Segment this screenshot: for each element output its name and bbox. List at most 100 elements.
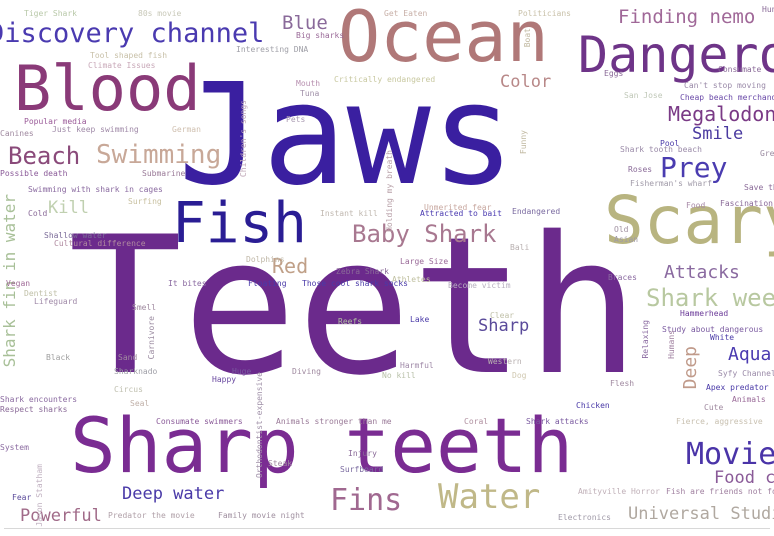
word-asian: Asian: [614, 235, 639, 244]
word-orthodontist-expensive: Orthodontist-expensive: [255, 372, 264, 478]
word-hunt: Hunt: [762, 5, 774, 14]
word-western: Western: [488, 357, 522, 366]
word-carnivore: Carnivore: [147, 316, 156, 360]
word-roses: Roses: [628, 165, 653, 174]
word-attracted-to-bait: Attracted to bait: [420, 209, 502, 218]
word-fisherman-s-wharf: Fisherman's wharf: [630, 179, 712, 188]
word-no-kill: No kill: [382, 371, 416, 380]
word-instant-kill: Instant kill: [320, 209, 378, 218]
word-vegan: Vegan: [6, 279, 31, 288]
word-jason-statham: Jason Statham: [35, 464, 44, 527]
word-diving: Diving: [292, 367, 321, 376]
word-circus: Circus: [114, 385, 143, 394]
word-politicians: Politicians: [518, 9, 571, 18]
word-surfing: Surfing: [128, 197, 162, 206]
word-zebra-shark: Zebra Shark: [336, 267, 389, 276]
word-food: Food: [686, 201, 706, 210]
word-shark-tooth-beach: Shark tooth beach: [620, 145, 702, 154]
word-submarine: Submarine: [142, 169, 186, 178]
word-cheap-beach-merchandise: Cheap beach merchandise: [680, 93, 774, 102]
word-beach: Beach: [8, 142, 81, 170]
word-tool-shaped-fish: Tool shaped fish: [90, 51, 168, 60]
word-finding-nemo: Finding nemo: [618, 6, 756, 28]
word-swimming-with-shark-in-cages: Swimming with shark in cages: [28, 185, 163, 194]
word-consumate-swimmers: Consumate swimmers: [156, 417, 243, 426]
word-boat: Boat: [523, 28, 532, 48]
word-animals-stronger-than-me: Animals stronger than me: [276, 417, 392, 426]
word-red: Red: [272, 254, 309, 278]
word-swimming: Swimming: [96, 140, 222, 170]
word-blood: Blood: [14, 52, 201, 125]
word-animals: Animals: [732, 395, 766, 404]
word-food-chain: Food chain: [714, 468, 774, 488]
word-powerful: Powerful: [20, 506, 102, 526]
word-water: Water: [438, 477, 541, 517]
word-san-jose: San Jose: [624, 91, 663, 100]
word-children-s-songs: Children's songs: [239, 100, 248, 178]
word-shark-week: Shark week: [646, 284, 774, 312]
word-family-movie-night: Family movie night: [218, 511, 305, 520]
word-bali: Bali: [510, 243, 530, 252]
word-sharknado: Sharknado: [114, 367, 158, 376]
word-become-victim: Become victim: [448, 281, 511, 290]
word-dolphins: Dolphins: [246, 255, 285, 264]
word-climate-issues: Climate Issues: [88, 61, 156, 70]
word-can-t-stop-moving: Can't stop moving: [684, 81, 766, 90]
word-unmerited-fear: Unmerited fear: [424, 203, 492, 212]
word-fascination: Fascination: [720, 199, 773, 208]
word-coral: Coral: [464, 417, 489, 426]
word-shallow-water: Shallow water: [44, 231, 107, 240]
word-injury: Injury: [348, 449, 377, 458]
word-funny: Funny: [519, 130, 528, 155]
word-surfboard: Surfboard: [340, 465, 384, 474]
word-dog: Dog: [512, 371, 527, 380]
word-aquarium: Aquarium: [728, 344, 774, 365]
word-black: Black: [46, 353, 71, 362]
word-holding-my-breath: Holding my breath: [385, 150, 394, 232]
word-color: Color: [500, 72, 552, 92]
word-those-cool-shark-socks: Those cool shark socks: [302, 279, 408, 288]
word-shark-attacks: Shark attacks: [526, 417, 589, 426]
word-scary: Scary: [604, 182, 774, 259]
word-discovery-channel: Discovery channel: [0, 18, 265, 49]
word-reefs: Reefs: [338, 317, 363, 326]
word-sand: Sand: [118, 353, 138, 362]
word-smell: Smell: [132, 303, 157, 312]
word-hammerhead: Hammerhead: [680, 309, 729, 318]
word-sharp-teeth: Sharp teeth: [70, 401, 574, 490]
word-humans: Humans: [667, 330, 676, 359]
word-eggs: Eggs: [604, 69, 624, 78]
word-baby-shark: Baby Shark: [352, 220, 497, 248]
word-braces: Braces: [608, 273, 637, 282]
word-harmful: Harmful: [400, 361, 434, 370]
word-tuna: Tuna: [300, 89, 320, 98]
word-lifeguard: Lifeguard: [34, 297, 78, 306]
word-megalodon: Megalodon: [668, 102, 774, 126]
word-cultural-difference: Cultural difference: [54, 239, 146, 248]
word-blue: Blue: [282, 12, 328, 34]
word-steak: Steak: [268, 459, 293, 468]
word-prey: Prey: [660, 151, 728, 184]
word-clear: Clear: [490, 311, 515, 320]
word-athletes: Athletes: [392, 275, 431, 284]
word-attacks: Attacks: [664, 262, 740, 283]
word-popular-media: Popular media: [24, 117, 87, 126]
word-respect-sharks: Respect sharks: [0, 405, 68, 414]
word-smile: Smile: [692, 124, 744, 144]
word-predator-the-movie: Predator the movie: [108, 511, 195, 520]
word-fins: Fins: [330, 483, 403, 518]
word-deep: Deep: [680, 346, 701, 390]
word-jaws: Jaws: [178, 54, 516, 217]
word-big-sharks: Big sharks: [296, 31, 345, 40]
word-seal: Seal: [130, 399, 150, 408]
word-lake: Lake: [410, 315, 430, 324]
word-electronics: Electronics: [558, 513, 611, 522]
word-pets: Pets: [286, 115, 306, 124]
word-get-eaten: Get Eaten: [384, 9, 428, 18]
word-teeth: Teeth: [68, 196, 640, 417]
word-old: Old: [614, 225, 629, 234]
word-fish: Fish: [172, 191, 307, 256]
word-floating: Floating: [248, 279, 287, 288]
word-apex-predator: Apex predator: [706, 383, 769, 392]
